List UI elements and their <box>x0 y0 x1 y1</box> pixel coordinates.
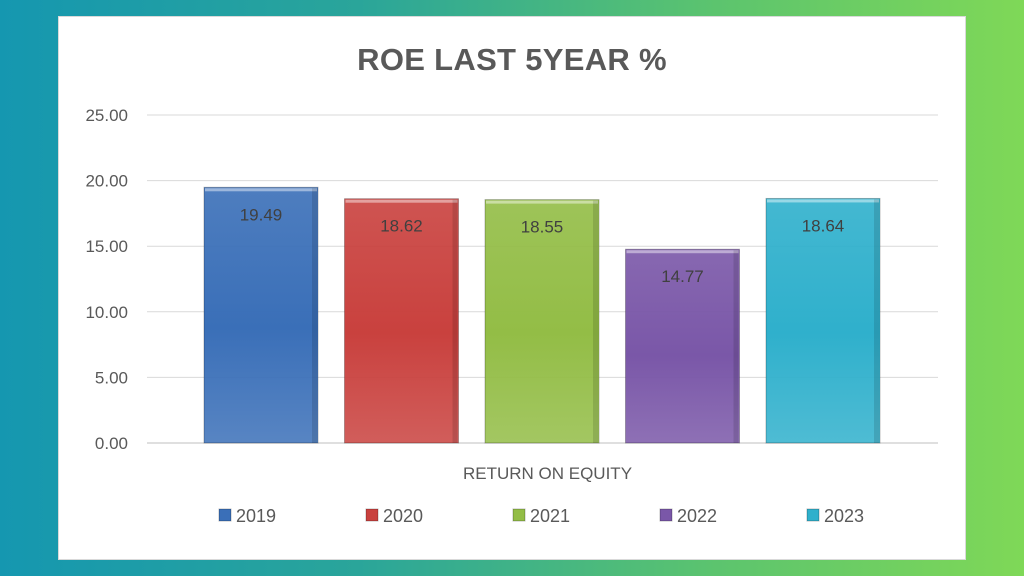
data-label-2023: 18.64 <box>802 216 845 235</box>
legend-label: 2021 <box>530 506 570 526</box>
bar-shade <box>312 188 317 443</box>
bar-shade <box>593 200 598 443</box>
bar-2023 <box>765 197 881 444</box>
bar-bevel <box>205 188 317 192</box>
legend-label: 2020 <box>383 506 423 526</box>
bar-bevel <box>486 200 598 204</box>
legend-swatch <box>218 508 232 522</box>
data-labels: 19.49 18.62 18.55 14.77 18.64 <box>240 205 845 286</box>
y-axis-ticks: 0.00 5.00 10.00 15.00 20.00 25.00 <box>85 106 128 453</box>
bars <box>203 186 881 444</box>
y-tick-label: 5.00 <box>95 368 128 387</box>
bar-bevel <box>626 250 739 254</box>
legend-item-2021: 2021 <box>512 506 570 526</box>
legend-label: 2019 <box>236 506 276 526</box>
bar-2022 <box>625 248 740 444</box>
bar-shade <box>452 199 458 443</box>
data-label-2022: 14.77 <box>661 267 704 286</box>
y-tick-label: 0.00 <box>95 434 128 453</box>
y-tick-label: 15.00 <box>85 237 128 256</box>
bar-shade <box>874 199 879 443</box>
data-label-2020: 18.62 <box>380 217 423 236</box>
legend-item-2019: 2019 <box>218 506 276 526</box>
bar-bevel <box>767 199 879 203</box>
legend-swatch <box>512 508 526 522</box>
legend-label: 2022 <box>677 506 717 526</box>
legend-item-2023: 2023 <box>806 506 864 526</box>
legend-label: 2023 <box>824 506 864 526</box>
legend-swatch <box>659 508 673 522</box>
bar-bevel <box>345 199 458 203</box>
data-label-2021: 18.55 <box>521 218 564 237</box>
bar-2020 <box>344 198 459 444</box>
data-label-2019: 19.49 <box>240 205 283 224</box>
x-axis-label: RETURN ON EQUITY <box>463 464 632 483</box>
y-tick-label: 25.00 <box>85 106 128 125</box>
y-tick-label: 10.00 <box>85 303 128 322</box>
chart-title: ROE LAST 5YEAR % <box>357 42 667 77</box>
bar-shade <box>733 250 739 443</box>
bar-2019 <box>203 186 319 444</box>
legend: 2019 2020 2021 2022 2023 <box>218 506 864 526</box>
legend-swatch <box>806 508 820 522</box>
legend-swatch <box>365 508 379 522</box>
legend-item-2022: 2022 <box>659 506 717 526</box>
bar-2021 <box>484 199 600 444</box>
y-tick-label: 20.00 <box>85 172 128 191</box>
legend-item-2020: 2020 <box>365 506 423 526</box>
